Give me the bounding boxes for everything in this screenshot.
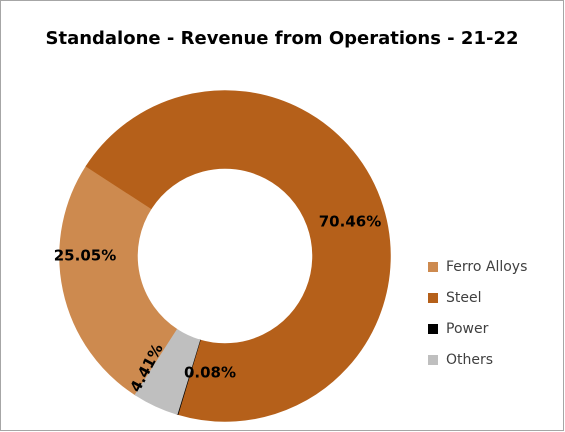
legend-label: Ferro Alloys [446,259,527,275]
donut-slice [59,165,179,396]
data-label: 70.46% [319,213,381,231]
legend-swatch [428,324,438,334]
legend-label: Power [446,321,489,337]
legend-swatch [428,355,438,365]
donut-slice [85,90,391,422]
data-label: 25.05% [54,247,116,265]
legend-label: Steel [446,290,482,306]
donut-slice [134,328,201,415]
legend-swatch [428,293,438,303]
chart-title: Standalone - Revenue from Operations - 2… [46,28,519,49]
data-label: 0.08% [184,364,236,382]
legend-label: Others [446,352,493,368]
legend-swatch [428,262,438,272]
